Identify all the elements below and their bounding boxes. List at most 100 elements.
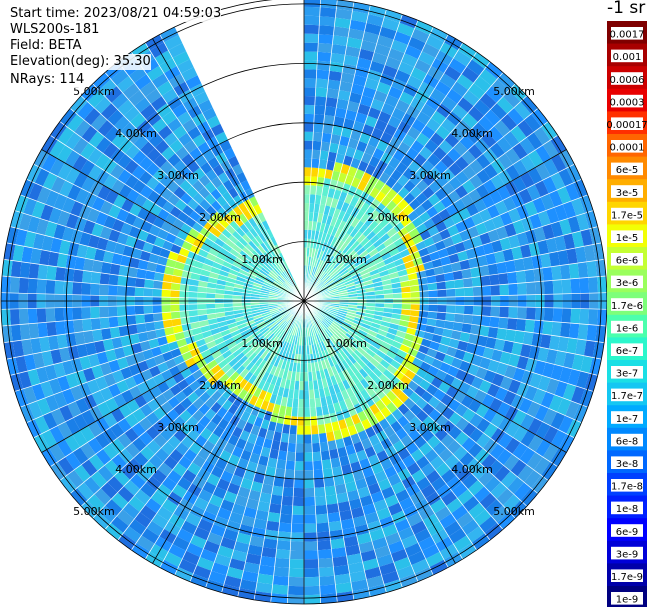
range-gate <box>471 122 488 138</box>
range-gate <box>561 308 572 324</box>
range-gate <box>152 420 167 434</box>
range-gate <box>330 323 339 332</box>
range-gate <box>276 329 284 338</box>
range-gate <box>258 232 267 243</box>
range-gate <box>148 224 161 237</box>
range-gate <box>304 381 309 391</box>
range-gate <box>382 222 394 233</box>
range-gate <box>28 323 40 339</box>
range-gate <box>65 417 81 435</box>
range-gate <box>469 427 484 443</box>
range-gate <box>462 90 480 107</box>
range-gate <box>328 286 338 292</box>
range-gate <box>339 339 348 348</box>
range-gate <box>94 96 112 114</box>
range-gate <box>133 134 149 151</box>
range-gate <box>157 255 168 266</box>
range-gate <box>329 61 344 73</box>
range-gate <box>96 351 109 365</box>
range-gate <box>403 192 416 205</box>
range-gate <box>319 7 337 18</box>
range-gate <box>150 95 167 112</box>
range-gate <box>436 281 447 290</box>
range-gate <box>531 332 543 348</box>
range-gate <box>239 579 258 592</box>
range-gate <box>111 252 123 266</box>
range-gate <box>424 448 439 463</box>
range-gate <box>49 140 66 159</box>
range-gate <box>280 309 290 316</box>
range-gate <box>128 495 146 512</box>
range-gate <box>214 293 225 299</box>
range-gate <box>457 250 469 262</box>
range-gate <box>309 239 315 249</box>
range-gate <box>226 252 237 261</box>
range-gate <box>289 334 295 344</box>
range-gate <box>321 232 328 242</box>
range-gate <box>374 410 386 423</box>
range-gate <box>95 211 109 226</box>
range-gate <box>324 349 331 359</box>
range-gate <box>320 290 329 295</box>
range-gate <box>180 397 193 410</box>
range-gate <box>330 538 346 549</box>
range-gate <box>282 487 294 497</box>
range-gate <box>230 474 244 487</box>
range-gate <box>113 115 130 132</box>
range-gate <box>565 401 580 420</box>
range-gate <box>190 321 201 330</box>
range-gate <box>285 333 291 343</box>
range-gate <box>491 215 505 230</box>
range-gate <box>206 282 217 289</box>
ray-separator <box>303 163 575 302</box>
range-gate <box>354 317 364 323</box>
range-gate <box>230 264 241 273</box>
range-gate <box>263 240 272 250</box>
range-gate <box>469 413 484 428</box>
range-gate <box>529 213 543 230</box>
range-gate <box>430 110 447 126</box>
range-gate <box>329 412 338 423</box>
range-gate <box>218 324 229 333</box>
range-gate <box>377 111 392 124</box>
range-gate <box>479 92 497 110</box>
range-gate <box>362 227 373 238</box>
range-gate <box>409 278 419 287</box>
range-gate <box>395 489 410 503</box>
range-gate <box>344 109 358 121</box>
range-gate <box>478 115 495 132</box>
range-gate <box>172 536 190 551</box>
range-gate <box>207 216 219 228</box>
range-gate <box>345 204 355 215</box>
range-gate <box>468 257 479 269</box>
range-gate <box>214 354 225 365</box>
range-gate <box>364 78 380 91</box>
range-gate <box>30 248 42 265</box>
colorbar-tick-label: 0.0003 <box>610 97 645 108</box>
range-gate <box>450 330 462 341</box>
range-gate <box>122 83 140 100</box>
range-gate <box>427 311 438 320</box>
range-gate <box>350 269 360 277</box>
range-gate <box>318 566 335 577</box>
range-gate <box>321 459 332 470</box>
range-gate <box>543 425 559 444</box>
range-gate <box>253 261 263 270</box>
range-gate <box>339 455 351 467</box>
ray-separator <box>303 259 605 302</box>
range-gate <box>217 233 229 243</box>
range-gate <box>70 488 88 507</box>
range-gate <box>346 285 356 291</box>
ray-separator <box>303 300 491 541</box>
range-gate <box>286 279 294 288</box>
range-gate <box>267 457 278 468</box>
range-gate <box>283 282 291 290</box>
range-gate <box>67 401 82 418</box>
range-gate <box>135 277 146 288</box>
range-gate <box>552 279 563 295</box>
ray-separator <box>3 300 305 343</box>
range-gate <box>559 218 572 236</box>
range-gate <box>319 308 329 314</box>
range-gate <box>120 335 132 347</box>
